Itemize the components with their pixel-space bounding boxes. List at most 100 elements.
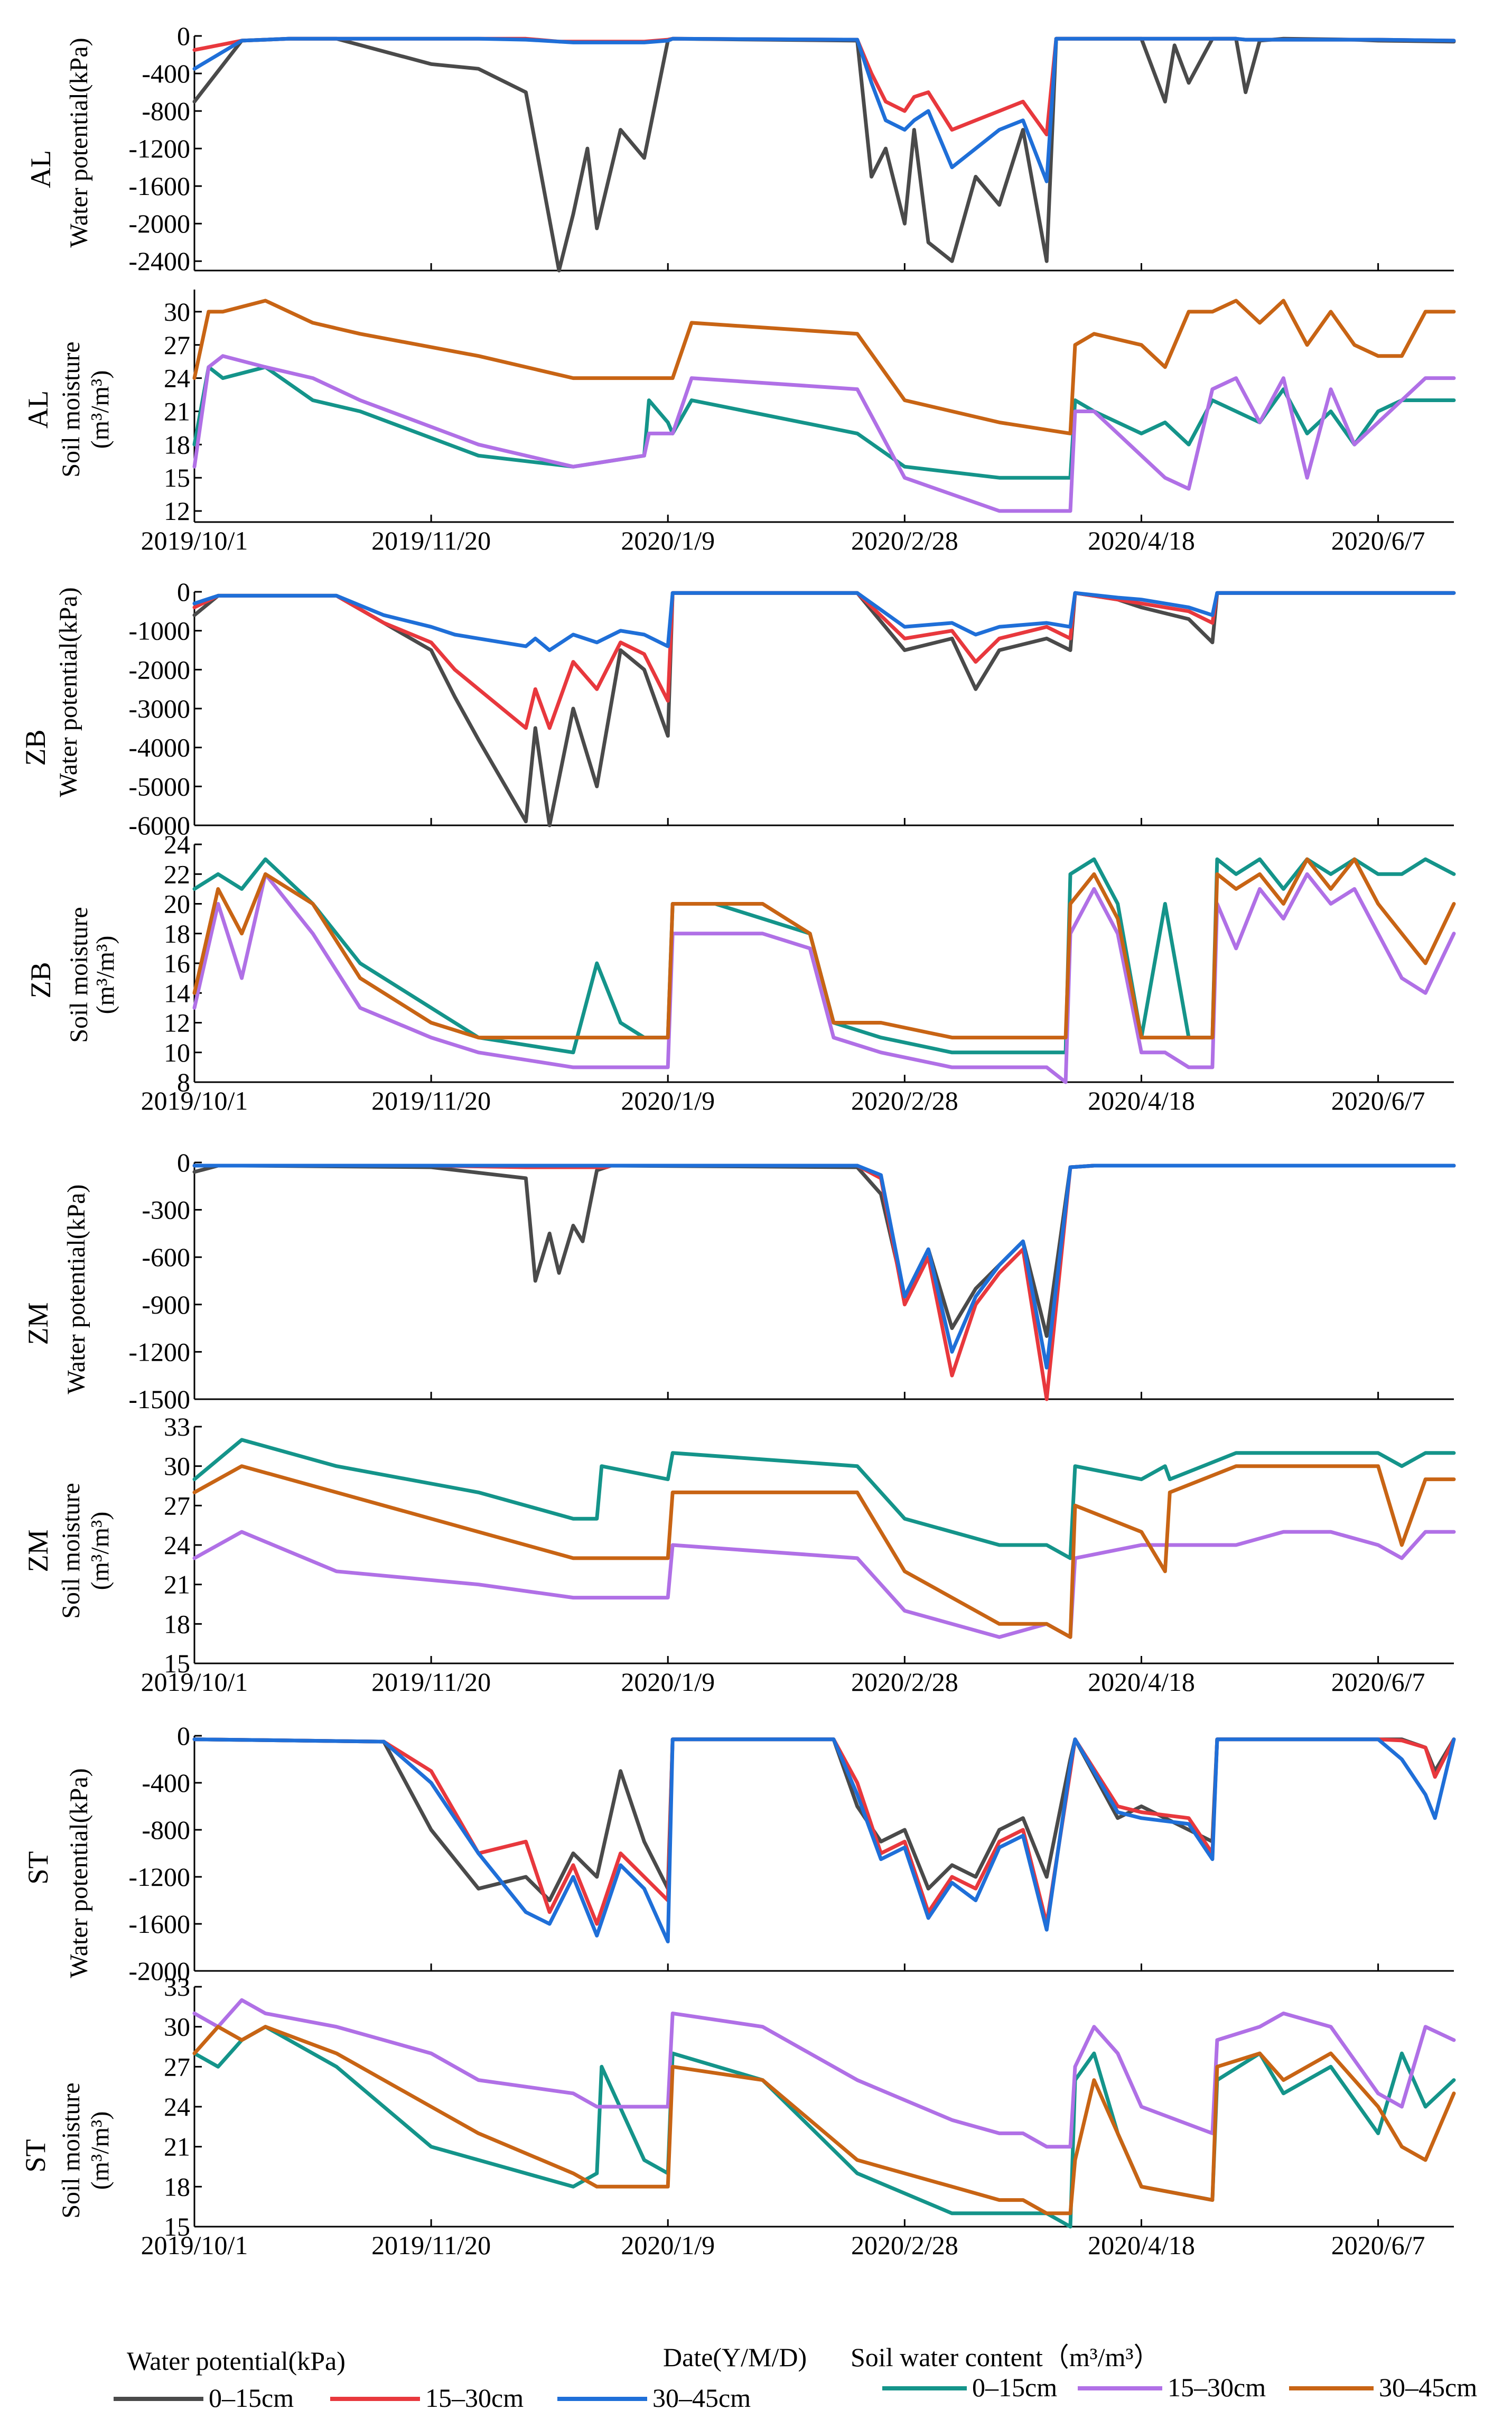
y-tick-label: 21 xyxy=(164,1570,190,1599)
y-tick-label: -2000 xyxy=(128,209,190,238)
y-tick-label: 10 xyxy=(164,1038,190,1067)
y-tick-label: -5000 xyxy=(128,771,190,801)
x-tick-label: 2020/6/7 xyxy=(1331,526,1425,555)
y-tick-label: 18 xyxy=(164,919,190,948)
y-tick-label: 22 xyxy=(164,859,190,889)
y-tick-label: 18 xyxy=(164,2172,190,2201)
y-tick-label: 15 xyxy=(164,1649,190,1678)
ylabel-st-wp: Water potential(kPa) xyxy=(65,1768,93,1978)
y-tick-label: 33 xyxy=(164,1412,190,1441)
y-tick-label: 8 xyxy=(177,1067,190,1097)
y-tick-label: 21 xyxy=(164,396,190,426)
y-tick-label: -2000 xyxy=(128,1956,190,1986)
x-tick-label: 2019/10/1 xyxy=(141,1086,248,1115)
panel-zm-wp: 0 -300 -600 -900 -1200 -1500 xyxy=(128,1148,1456,1414)
y-tick-label: 30 xyxy=(164,1451,190,1481)
y-tick-label: 14 xyxy=(164,978,190,1008)
y-tick-label: 27 xyxy=(164,1491,190,1520)
x-tick-label: 2020/4/18 xyxy=(1088,2230,1195,2260)
y-tick-label: 16 xyxy=(164,948,190,978)
series-line-0-15cm xyxy=(192,1164,1456,1338)
y-tick-label: 12 xyxy=(164,496,190,526)
legend-sm-label-1: 15–30cm xyxy=(1168,2372,1266,2402)
y-tick-label: -1200 xyxy=(128,1862,190,1892)
x-tick-label: 2019/10/1 xyxy=(141,526,248,555)
series-line-30-45cm xyxy=(192,857,1456,1040)
series-line-15-30cm xyxy=(192,591,1456,730)
site-label-zm-wp: ZM xyxy=(22,1302,54,1345)
site-label-st-sm: ST xyxy=(20,2139,51,2172)
y-tick-label: 33 xyxy=(164,1972,190,2002)
site-label-al-wp: AL xyxy=(25,150,57,188)
x-tick-label: 2020/4/18 xyxy=(1088,1086,1195,1115)
x-tick-label: 2020/2/28 xyxy=(851,2230,958,2260)
y-tick-label: 0 xyxy=(177,1148,190,1177)
y-tick-label: 27 xyxy=(164,2052,190,2081)
site-label-zm-sm: ZM xyxy=(22,1530,54,1572)
panel-st-wp: 0 -400 -800 -1200 -1600 -2000 xyxy=(128,1721,1456,1986)
y-tick-label: 12 xyxy=(164,1008,190,1038)
x-tick-label: 2020/6/7 xyxy=(1331,1667,1425,1697)
ylabel-al-sm: Soil moisture xyxy=(57,341,85,477)
y-tick-label: 24 xyxy=(164,364,190,393)
x-axis-label: Date(Y/M/D) xyxy=(663,2342,807,2372)
series-line-30-45cm xyxy=(192,36,1456,183)
y-tick-label: 15 xyxy=(164,463,190,492)
x-tick-label: 2020/6/7 xyxy=(1331,1086,1425,1115)
y-tick-label: -900 xyxy=(142,1290,190,1319)
panels-container: 0 -400 -800 -1200 -1600 -2000 -2400 12 15 18 21 24 2… xyxy=(128,21,1456,2260)
site-label-zb-wp: ZB xyxy=(20,729,51,766)
y-tick-label: -1600 xyxy=(128,171,190,201)
series-line-0-15cm xyxy=(192,857,1456,1055)
y-tick-label: -1600 xyxy=(128,1909,190,1939)
panel-zb-wp: 0 -1000 -2000 -3000 -4000 -5000 -6000 xyxy=(128,577,1456,840)
x-tick-label: 2020/2/28 xyxy=(851,1667,958,1697)
legend: Date(Y/M/D) Water potential(kPa) Soil wa… xyxy=(114,2342,1477,2410)
series-line-15-30cm xyxy=(192,1998,1456,2149)
series-line-30-45cm xyxy=(192,1464,1456,1639)
ylabel-unit-st-sm: (m³/m³) xyxy=(86,2111,114,2190)
series-line-30-45cm xyxy=(192,299,1456,435)
y-tick-label: -400 xyxy=(142,1768,190,1798)
x-tick-label: 2019/10/1 xyxy=(141,1667,248,1697)
x-tick-label: 2020/2/28 xyxy=(851,1086,958,1115)
y-tick-label: 24 xyxy=(164,1530,190,1560)
y-tick-label: 0 xyxy=(177,1721,190,1751)
y-tick-label: -1200 xyxy=(128,1337,190,1366)
y-tick-label: -2000 xyxy=(128,655,190,684)
series-line-15-30cm xyxy=(192,872,1456,1084)
ylabel-zb-wp: Water potential(kPa) xyxy=(54,587,82,797)
y-tick-label: -800 xyxy=(142,1815,190,1845)
x-tick-label: 2019/11/20 xyxy=(371,1086,491,1115)
series-line-0-15cm xyxy=(192,36,1456,273)
x-tick-label: 2020/1/9 xyxy=(621,1086,715,1115)
y-tick-label: -3000 xyxy=(128,694,190,723)
series-line-0-15cm xyxy=(192,1438,1456,1560)
x-tick-label: 2020/1/9 xyxy=(621,2230,715,2260)
ylabel-al-wp: Water potential(kPa) xyxy=(65,38,93,247)
x-tick-label: 2020/1/9 xyxy=(621,1667,715,1697)
x-tick-label: 2019/11/20 xyxy=(371,526,491,555)
y-tick-label: 30 xyxy=(164,297,190,327)
y-tick-label: -1200 xyxy=(128,134,190,163)
legend-sm-label-2: 30–45cm xyxy=(1379,2372,1477,2402)
y-tick-label: -400 xyxy=(142,59,190,88)
legend-wp-label-0: 0–15cm xyxy=(209,2383,294,2410)
panel-st-sm: 15 18 21 24 27 30 33 2019/10/1 2019/11/20 2020/1/… xyxy=(141,1972,1456,2260)
y-tick-label: -2400 xyxy=(128,246,190,276)
ylabel-unit-zm-sm: (m³/m³) xyxy=(86,1512,114,1590)
x-tick-label: 2019/11/20 xyxy=(371,1667,491,1697)
legend-wp-label-1: 15–30cm xyxy=(425,2383,524,2410)
site-label-al-sm: AL xyxy=(22,390,54,429)
x-tick-label: 2019/10/1 xyxy=(141,2230,248,2260)
y-tick-label: -1500 xyxy=(128,1384,190,1414)
y-tick-label: 18 xyxy=(164,430,190,459)
y-tick-label: -1000 xyxy=(128,616,190,646)
ylabel-zm-sm: Soil moisture xyxy=(57,1483,85,1618)
y-tick-label: 30 xyxy=(164,2012,190,2042)
panel-zm-sm: 15 18 21 24 27 30 33 2019/10/1 2019/11/20 2020/1/… xyxy=(141,1412,1456,1697)
series-line-15-30cm xyxy=(192,354,1456,513)
